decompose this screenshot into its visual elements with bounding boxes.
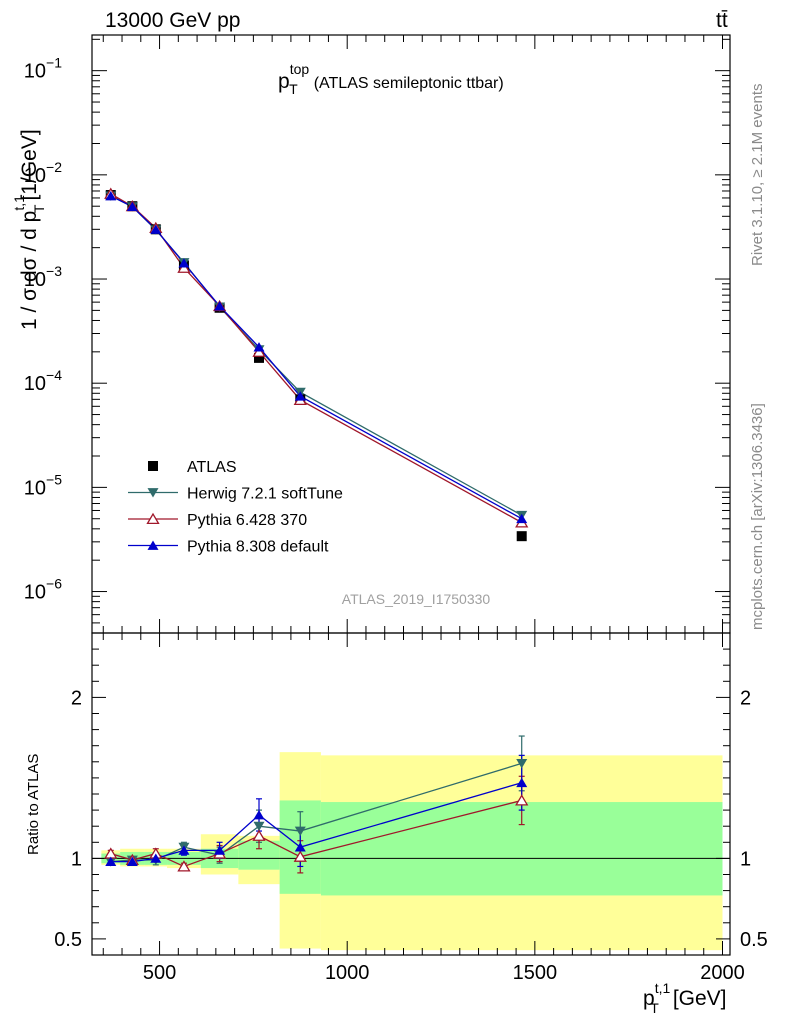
ratio-point-pythia-8-308-default-4 [214,845,226,855]
legend-marker-herwig-7-2-1-softtune [147,488,159,498]
ratio-point-pythia-8-308-default-3 [178,845,190,855]
ratio-point-pythia-8-308-default-5 [253,809,265,820]
analysis-id: ATLAS_2019_I1750330 [342,591,491,607]
x-tick-label-1: 1000 [325,962,370,984]
main-point-pythia-8-308-default-7 [516,513,528,524]
main-ytick-label-2: 10−4 [24,367,62,395]
ratio-ytick-label-1: 1 [71,848,82,870]
ratio-ytick-label-0: 0.5 [54,929,82,951]
main-ytick-label-1: 10−5 [24,471,62,499]
main-point-pythia-8-308-default-5 [253,342,265,352]
x-tick-label-0: 500 [143,962,176,984]
ratio-ytick-label-right-2: 2 [740,687,751,709]
rivet-label: Rivet 3.1.10, ≥ 2.1M events [749,83,766,267]
legend-label-pythia-8-308-default: Pythia 8.308 default [187,539,329,556]
plot-title-base: p [278,70,290,93]
main-point-pythia-8-308-default-2 [150,224,162,234]
main-axis-ticks: 10−6 10−5 10−4 10−3 10−2 10−1 [24,35,730,634]
ratio-point-pythia-6-428-370-5 [252,829,266,841]
ratio-point-pythia-8-308-default-7 [516,777,528,788]
beam-label: 13000 GeV pp [105,9,241,32]
main-point-pythia-8-308-default-4 [214,301,226,311]
main-ytick-label-0: 10−6 [24,576,62,604]
ratio-line-herwig-7-2-1-softtune [110,762,522,863]
ratio-point-pythia-8-308-default-2 [150,853,162,863]
main-point-pythia-8-308-default-0 [105,191,117,201]
main-point-atlas-7 [516,531,527,542]
ratio-point-herwig-7-2-1-softtune-5 [253,821,265,832]
legend-label-herwig-7-2-1-softtune: Herwig 7.2.1 softTune [187,486,343,503]
x-tick-label-3: 2000 [700,962,745,984]
ratio-point-pythia-6-428-370-3 [177,860,191,872]
ratio-ytick-label-2: 2 [71,687,82,709]
ratio-point-pythia-8-308-default-1 [126,856,138,867]
main-series-group [104,187,529,542]
x-axis-label: pt,1 T [GeV] [643,980,727,1016]
ratio-point-pythia-6-428-370-7 [515,794,529,806]
main-point-pythia-6-428-370-5 [252,345,266,357]
ratio-line-pythia-6-428-370 [110,799,522,868]
ratio-point-herwig-7-2-1-softtune-6 [294,826,306,836]
main-y-axis-label: 1 / σ dσ / d pt,1 T[1/GeV] [11,129,47,330]
ratio-point-herwig-7-2-1-softtune-7 [516,759,528,769]
legend: ATLAS Herwig 7.2.1 softTune Pythia 6.428 3… [128,459,343,556]
main-ytick-label-5: 10−1 [24,55,62,83]
ratio-ytick-label-right-0: 0.5 [740,929,768,951]
main-point-pythia-8-308-default-3 [178,258,190,268]
main-point-atlas-5 [254,352,265,363]
ratio-plot-frame [91,632,731,956]
legend-label-pythia-6-428-370: Pythia 6.428 370 [187,512,307,529]
main-point-pythia-8-308-default-6 [294,391,306,401]
plot-title-sub: T [289,81,298,97]
legend-marker-atlas [148,461,158,471]
ratio-point-pythia-8-308-default-0 [105,856,117,867]
legend-marker-pythia-6-428-370 [146,512,160,525]
plot-title-sup: top [290,61,310,77]
plot-title-rest: (ATLAS semileptonic ttbar) [314,75,504,92]
legend-marker-pythia-8-308-default [147,540,159,550]
x-tick-label-2: 1500 [513,962,558,984]
mcplots-label: mcplots.cern.ch [arXiv:1306.3436] [749,403,766,630]
process-label: tt̄ [716,9,728,32]
main-ytick-label-3: 10−3 [24,263,62,291]
ratio-axis-ticks: 500 1000 1500 2000 0.5 0.5 1 1 2 2 [54,633,768,984]
ratio-point-pythia-6-428-370-6 [293,850,307,862]
legend-label-atlas: ATLAS [187,459,237,476]
main-ytick-label-4: 10−2 [24,159,62,187]
ratio-point-pythia-8-308-default-6 [294,842,306,852]
main-point-pythia-6-428-370-3 [177,261,191,273]
ratio-y-axis-label: Ratio to ATLAS [25,754,42,855]
ratio-series-group [104,735,529,874]
main-point-pythia-8-308-default-1 [126,201,138,212]
ratio-ytick-label-right-1: 1 [740,848,751,870]
plot-title: ptop T (ATLAS semileptonic ttbar) [278,61,504,97]
